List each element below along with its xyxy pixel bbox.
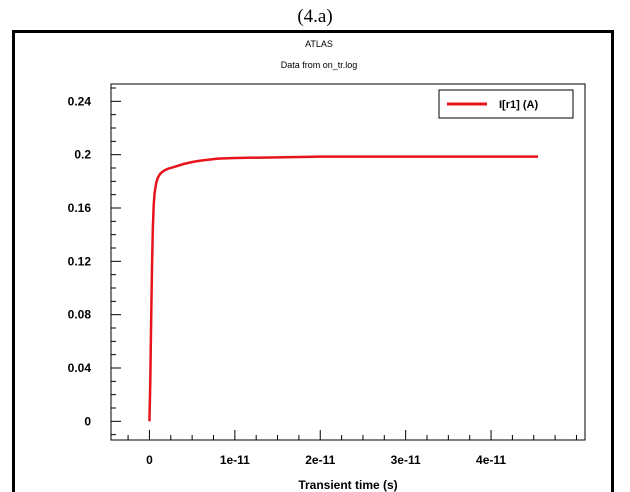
x-tick-label: 1e-11 bbox=[220, 453, 250, 467]
chart-title: ATLAS bbox=[305, 39, 333, 49]
x-tick-label: 3e-11 bbox=[391, 453, 421, 467]
x-axis-title: Transient time (s) bbox=[298, 478, 397, 492]
y-tick-label: 0 bbox=[84, 414, 91, 428]
x-tick-label: 4e-11 bbox=[476, 453, 506, 467]
plot-area bbox=[110, 83, 586, 441]
y-tick-label: 0.2 bbox=[74, 148, 91, 162]
y-tick-label: 0.08 bbox=[68, 308, 92, 322]
x-tick-label: 2e-11 bbox=[305, 453, 335, 467]
legend-label: I[r1] (A) bbox=[499, 99, 538, 111]
chart-subtitle: Data from on_tr.log bbox=[281, 60, 358, 70]
x-axis: 0 1e-11 2e-11 3e-11 4e-11 bbox=[127, 430, 577, 467]
line-chart: ATLAS Data from on_tr.log 00.040.080.120… bbox=[68, 39, 586, 492]
y-tick-label: 0.24 bbox=[68, 94, 92, 108]
y-tick-label: 0.04 bbox=[68, 361, 92, 375]
x-tick-label: 0 bbox=[146, 453, 153, 467]
figure-caption: (4.a) bbox=[297, 6, 333, 27]
plot-frame: ATLAS Data from on_tr.log 0 0.04 0.08 0.12 0… bbox=[12, 30, 614, 492]
y-axis: 0 0.04 0.08 0.12 0.16 0.2 0.24 bbox=[68, 87, 121, 436]
legend: I[r1] (A) bbox=[438, 89, 574, 119]
series-layer bbox=[148, 155, 539, 422]
y-tick-label: 0.12 bbox=[68, 254, 92, 268]
y-tick-label: 0.16 bbox=[68, 201, 92, 215]
series-line bbox=[148, 155, 539, 422]
